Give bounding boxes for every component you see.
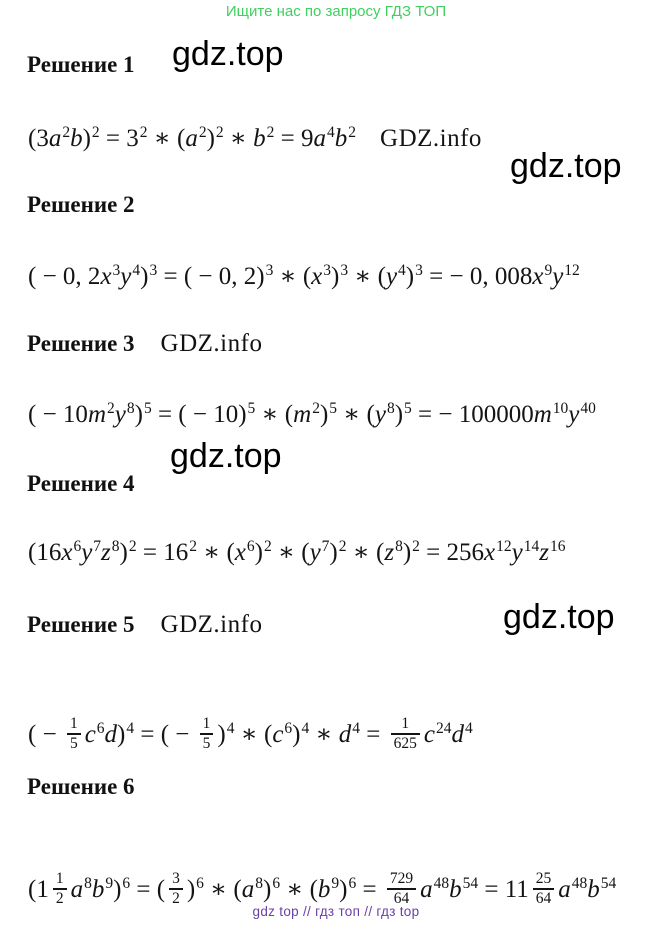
footer-links-text: gdz top // гдз топ // гдз top xyxy=(252,904,420,919)
solution-6-title: Решение 6 xyxy=(27,774,135,799)
equation-4: (16x6y7z8)2 = 162 ∗ (x6)2 ∗ (y7)2 ∗ (z8)… xyxy=(3,502,589,604)
equation-2-math: ( − 0, 2x3y4)3 = ( − 0, 2)3 ∗ (x3)3 ∗ (y… xyxy=(28,261,580,290)
promo-header-text: Ищите нас по запросу ГДЗ ТОП xyxy=(225,3,447,20)
solution-4-title: Решение 4 xyxy=(27,471,135,496)
gdzinfo-watermark: GDZ.info xyxy=(160,611,263,638)
equation-1: (3a2b)2 = 32 ∗ (a2)2 ∗ b2 = 9a4b2 GDZ.inf… xyxy=(3,88,482,190)
gdzinfo-watermark: GDZ.info xyxy=(160,330,263,357)
gdztop-watermark: gdz.top xyxy=(510,147,622,185)
equation-3: ( − 10m2y8)5 = ( − 10)5 ∗ (m2)5 ∗ (y8)5 … xyxy=(3,364,620,466)
equation-1-math: (3a2b)2 = 32 ∗ (a2)2 ∗ b2 = 9a4b2 xyxy=(28,123,357,152)
solution-2-title: Решение 2 xyxy=(27,192,135,217)
equation-3-math: ( − 10m2y8)5 = ( − 10)5 ∗ (m2)5 ∗ (y8)5 … xyxy=(28,399,596,428)
solution-4-heading: Решение 4 xyxy=(4,444,161,524)
solution-5-heading: Решение 5 GDZ.info xyxy=(4,585,262,665)
solution-1-heading: Решение 1 xyxy=(4,25,161,105)
equation-6-math: (1 1 2 a8b9)6 = (3 2)6 ∗ (a8)6 ∗ (b9)6 = 729… xyxy=(28,870,617,908)
gdztop-watermark: gdz.top xyxy=(503,598,615,636)
equation-2: ( − 0, 2x3y4)3 = ( − 0, 2)3 ∗ (x3)3 ∗ (y… xyxy=(3,226,604,328)
solution-3-heading: Решение 3 GDZ.info xyxy=(4,304,262,384)
solution-3-title: Решение 3 xyxy=(27,331,135,356)
solution-2-heading: Решение 2 xyxy=(4,165,161,245)
solution-6-heading: Решение 6 xyxy=(4,747,161,827)
gdzinfo-watermark: GDZ.info xyxy=(380,125,482,152)
solution-5-title: Решение 5 xyxy=(27,612,135,637)
equation-6: (1 1 2 a8b9)6 = (3 2)6 ∗ (a8)6 ∗ (b9)6 = 729… xyxy=(3,800,659,929)
solution-1-title: Решение 1 xyxy=(27,52,135,77)
gdztop-watermark: gdz.top xyxy=(172,35,284,73)
gdztop-watermark: gdz.top xyxy=(170,437,282,475)
equation-4-math: (16x6y7z8)2 = 162 ∗ (x6)2 ∗ (y7)2 ∗ (z8)… xyxy=(28,537,566,566)
